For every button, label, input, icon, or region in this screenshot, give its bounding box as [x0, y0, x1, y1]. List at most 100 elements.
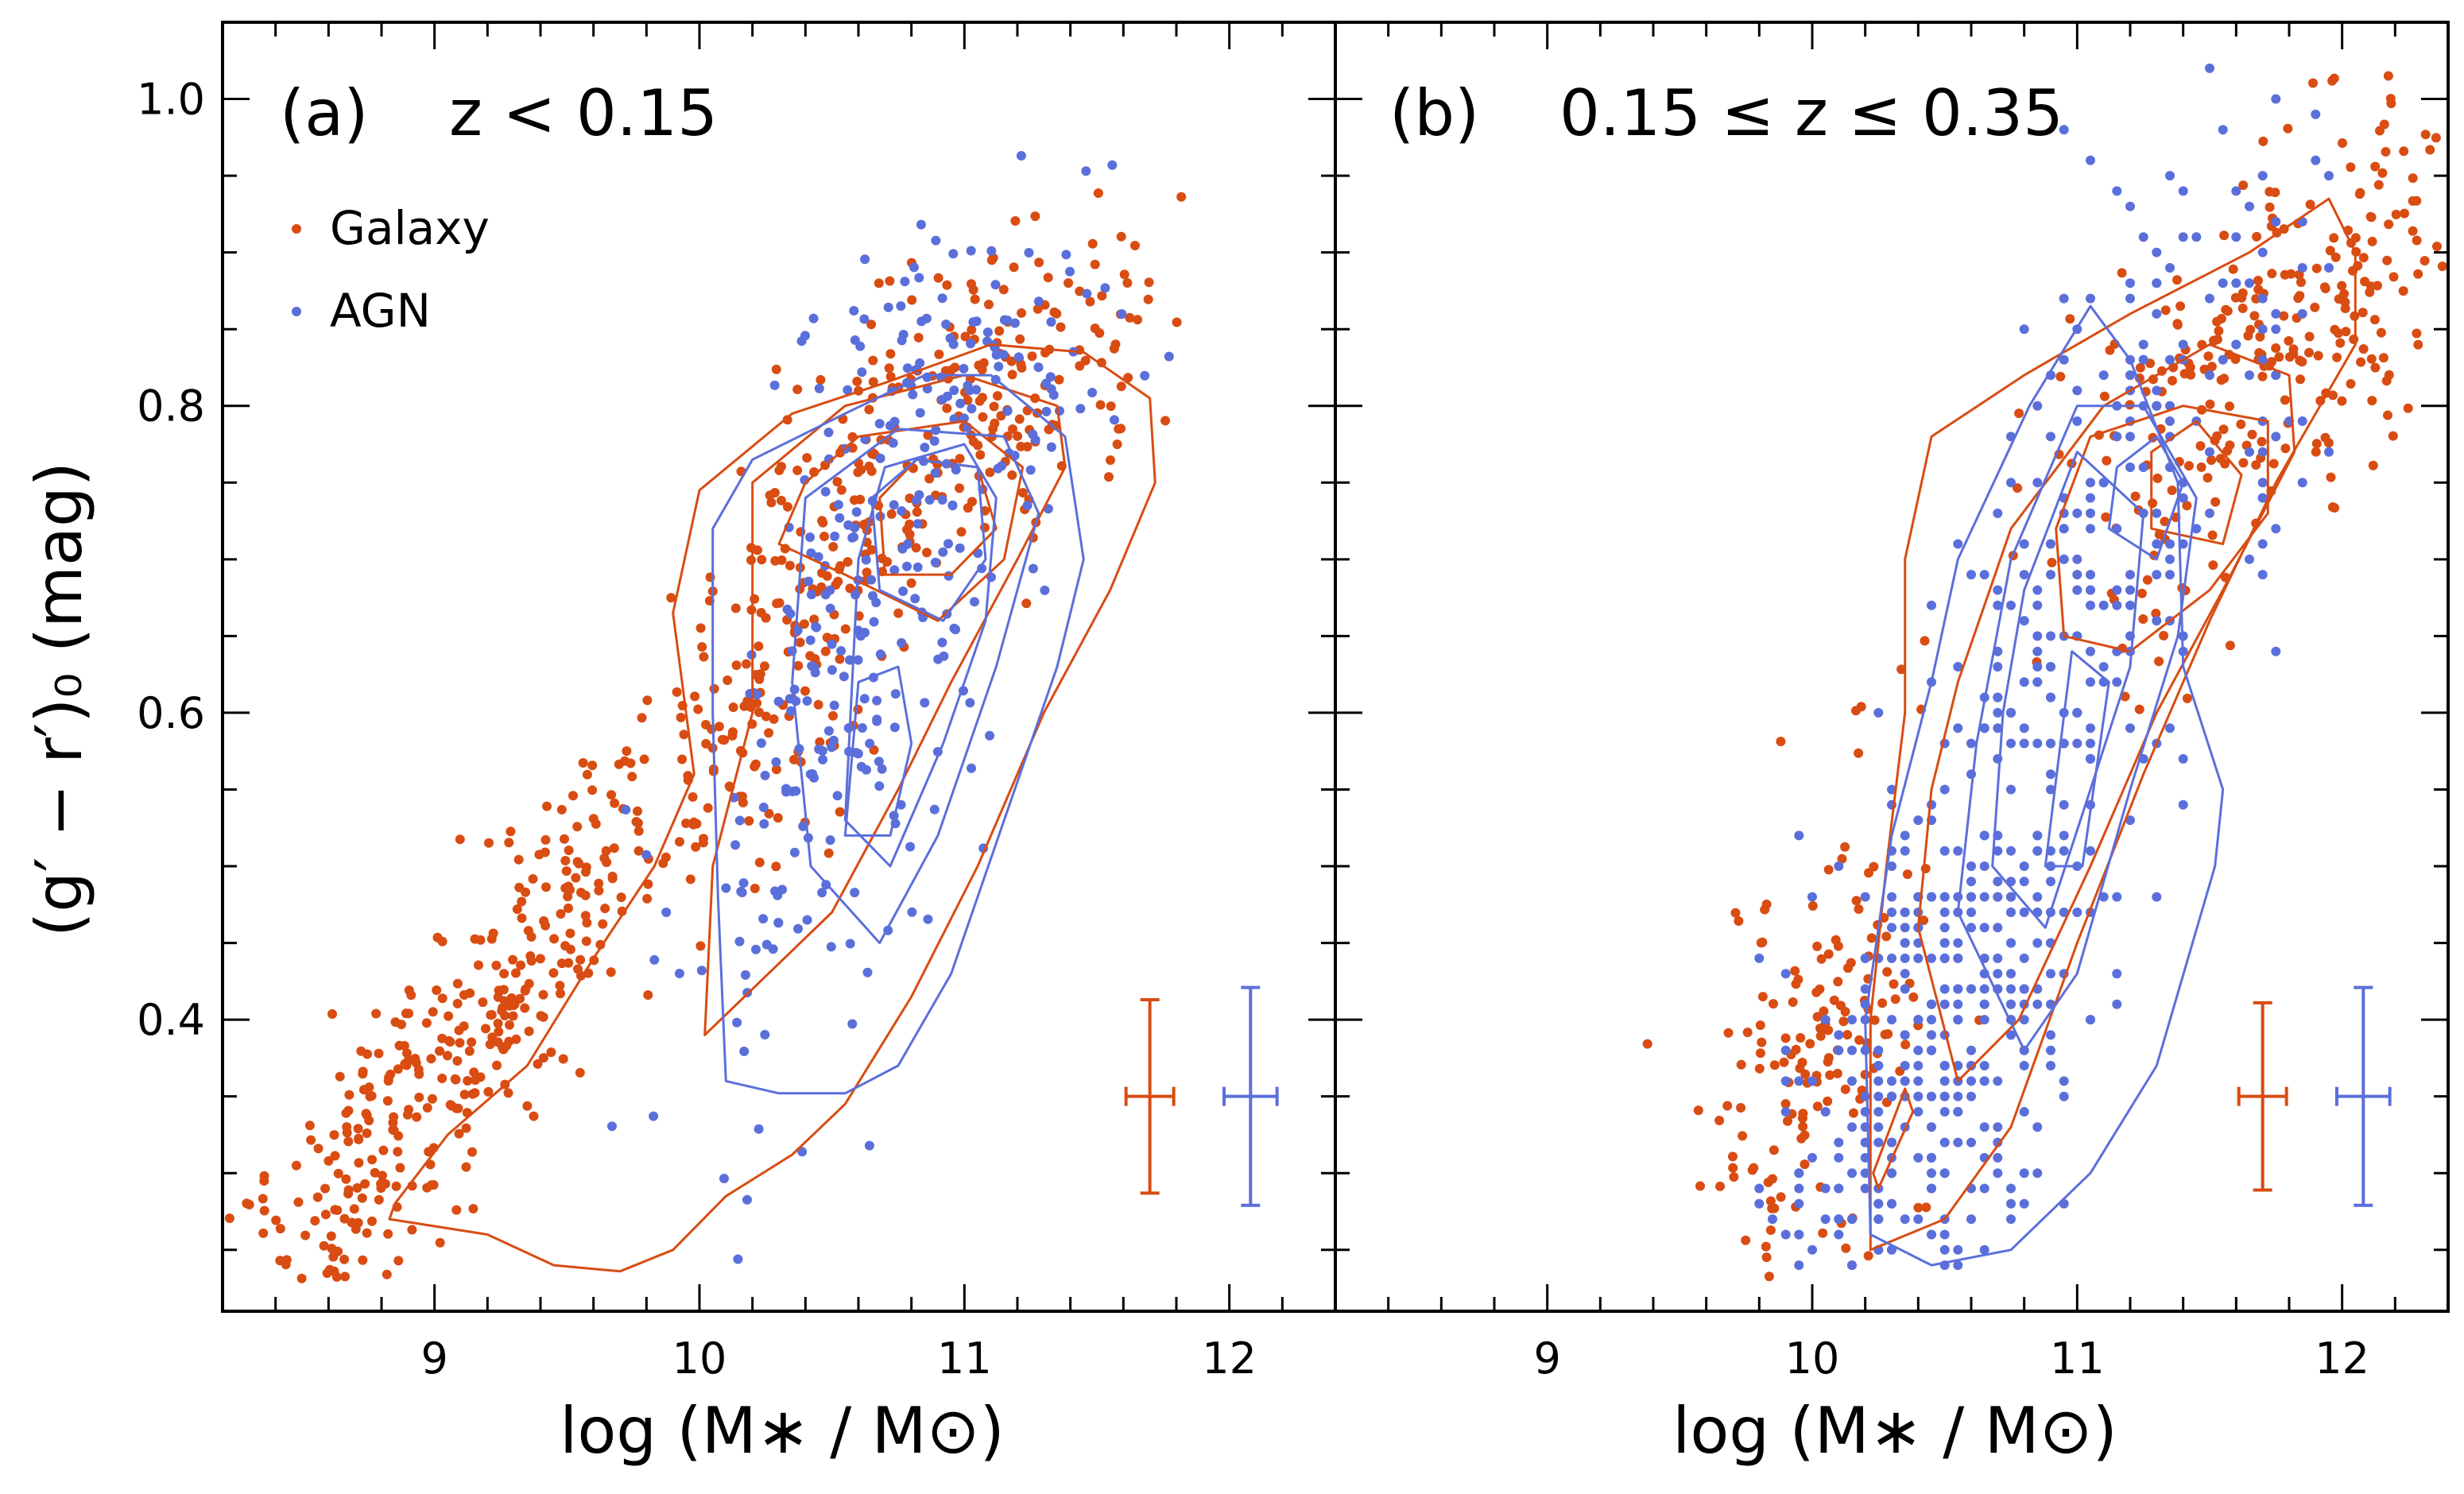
galaxy-point — [1018, 488, 1028, 497]
galaxy-point — [955, 483, 965, 493]
agn-point — [900, 277, 910, 287]
agn-point — [1900, 938, 1910, 948]
agn-point — [2019, 908, 2029, 917]
panel-a-error-bars — [1124, 985, 1279, 1207]
agn-point — [2019, 877, 2029, 887]
galaxy-point — [546, 1047, 556, 1058]
galaxy-point — [703, 803, 713, 813]
galaxy-point — [455, 1038, 465, 1048]
agn-point — [1794, 1198, 1804, 1209]
agn-point — [760, 1030, 770, 1039]
galaxy-point — [339, 1254, 350, 1264]
galaxy-point — [523, 926, 533, 936]
agn-point — [1860, 984, 1870, 994]
galaxy-point — [911, 543, 921, 553]
galaxy-point — [511, 1034, 521, 1044]
galaxy-point — [2206, 455, 2217, 465]
agn-point — [998, 350, 1009, 360]
galaxy-point — [572, 822, 583, 832]
galaxy-point — [642, 893, 653, 904]
agn-point — [912, 519, 923, 529]
agn-point — [1087, 388, 1098, 397]
galaxy-point — [600, 904, 610, 914]
galaxy-point — [771, 764, 781, 775]
galaxy-point — [816, 375, 826, 385]
galaxy-point — [1133, 315, 1143, 325]
galaxy-point — [520, 1003, 530, 1013]
galaxy-contour-4 — [2150, 420, 2243, 545]
agn-point — [2257, 478, 2268, 488]
agn-point — [948, 339, 959, 350]
agn-point — [760, 770, 770, 780]
agn-point — [1041, 406, 1052, 416]
galaxy-point — [933, 273, 943, 283]
agn-point — [2059, 524, 2069, 534]
galaxy-point — [521, 887, 531, 897]
agn-point — [1780, 1229, 1791, 1240]
galaxy-point — [1882, 967, 1893, 977]
agn-point — [2046, 692, 2055, 702]
agn-point — [860, 628, 870, 637]
galaxy-point — [2330, 252, 2341, 262]
agn-point — [1820, 1183, 1831, 1194]
agn-point — [2059, 125, 2069, 135]
agn-contour-5 — [2107, 435, 2185, 561]
agn-point — [2098, 892, 2109, 902]
galaxy-point — [633, 846, 644, 856]
agn-point — [1887, 908, 1896, 917]
galaxy-point — [2283, 123, 2293, 134]
agn-point — [2178, 753, 2188, 764]
galaxy-point — [1776, 737, 1786, 746]
galaxy-point — [912, 507, 922, 517]
galaxy-point — [922, 548, 932, 558]
galaxy-point — [2367, 396, 2377, 406]
agn-point — [1993, 1122, 2003, 1132]
galaxy-point — [508, 1011, 518, 1021]
galaxy-point — [1172, 317, 1182, 327]
galaxy-point — [2370, 161, 2381, 172]
agn-point — [874, 419, 885, 429]
galaxy-point — [2222, 446, 2233, 456]
galaxy-point — [454, 1128, 464, 1139]
galaxy-point — [389, 1112, 399, 1122]
galaxy-point — [956, 527, 967, 537]
galaxy-point — [599, 853, 610, 863]
galaxy-point — [443, 1051, 452, 1061]
agn-point — [985, 730, 995, 741]
agn-point — [806, 548, 816, 558]
galaxy-point — [1094, 328, 1105, 339]
galaxy-point — [989, 401, 999, 412]
agn-point — [1754, 953, 1765, 963]
galaxy-point — [2326, 472, 2336, 482]
galaxy-point — [558, 1054, 568, 1064]
galaxy-point — [393, 1147, 403, 1157]
agn-point — [2125, 201, 2135, 211]
galaxy-point — [414, 1092, 424, 1102]
galaxy-point — [322, 1268, 332, 1279]
galaxy-point — [258, 1194, 268, 1204]
galaxy-point — [450, 1074, 460, 1084]
agn-point — [2086, 723, 2095, 733]
galaxy-point — [2332, 352, 2342, 362]
galaxy-point — [469, 1067, 479, 1078]
agn-point — [758, 914, 769, 924]
galaxy-point — [1841, 1243, 1851, 1253]
galaxy-point — [2220, 459, 2230, 469]
galaxy-contour-2 — [703, 374, 1067, 1036]
galaxy-point — [1793, 974, 1803, 985]
agn-point — [889, 722, 900, 733]
agn-point — [1754, 1198, 1765, 1209]
agn-point — [2046, 1061, 2055, 1070]
agn-point — [897, 638, 907, 648]
galaxy-point — [1833, 977, 1843, 987]
galaxy-point — [2378, 353, 2388, 363]
galaxy-point — [371, 1008, 382, 1019]
agn-point — [1834, 1229, 1844, 1240]
galaxy-point — [815, 737, 825, 747]
galaxy-point — [606, 967, 616, 977]
agn-point — [1887, 1198, 1896, 1209]
agn-point — [2032, 478, 2043, 488]
galaxy-point — [1695, 1181, 1705, 1191]
galaxy-point — [454, 1025, 464, 1035]
galaxy-point — [2055, 371, 2066, 381]
